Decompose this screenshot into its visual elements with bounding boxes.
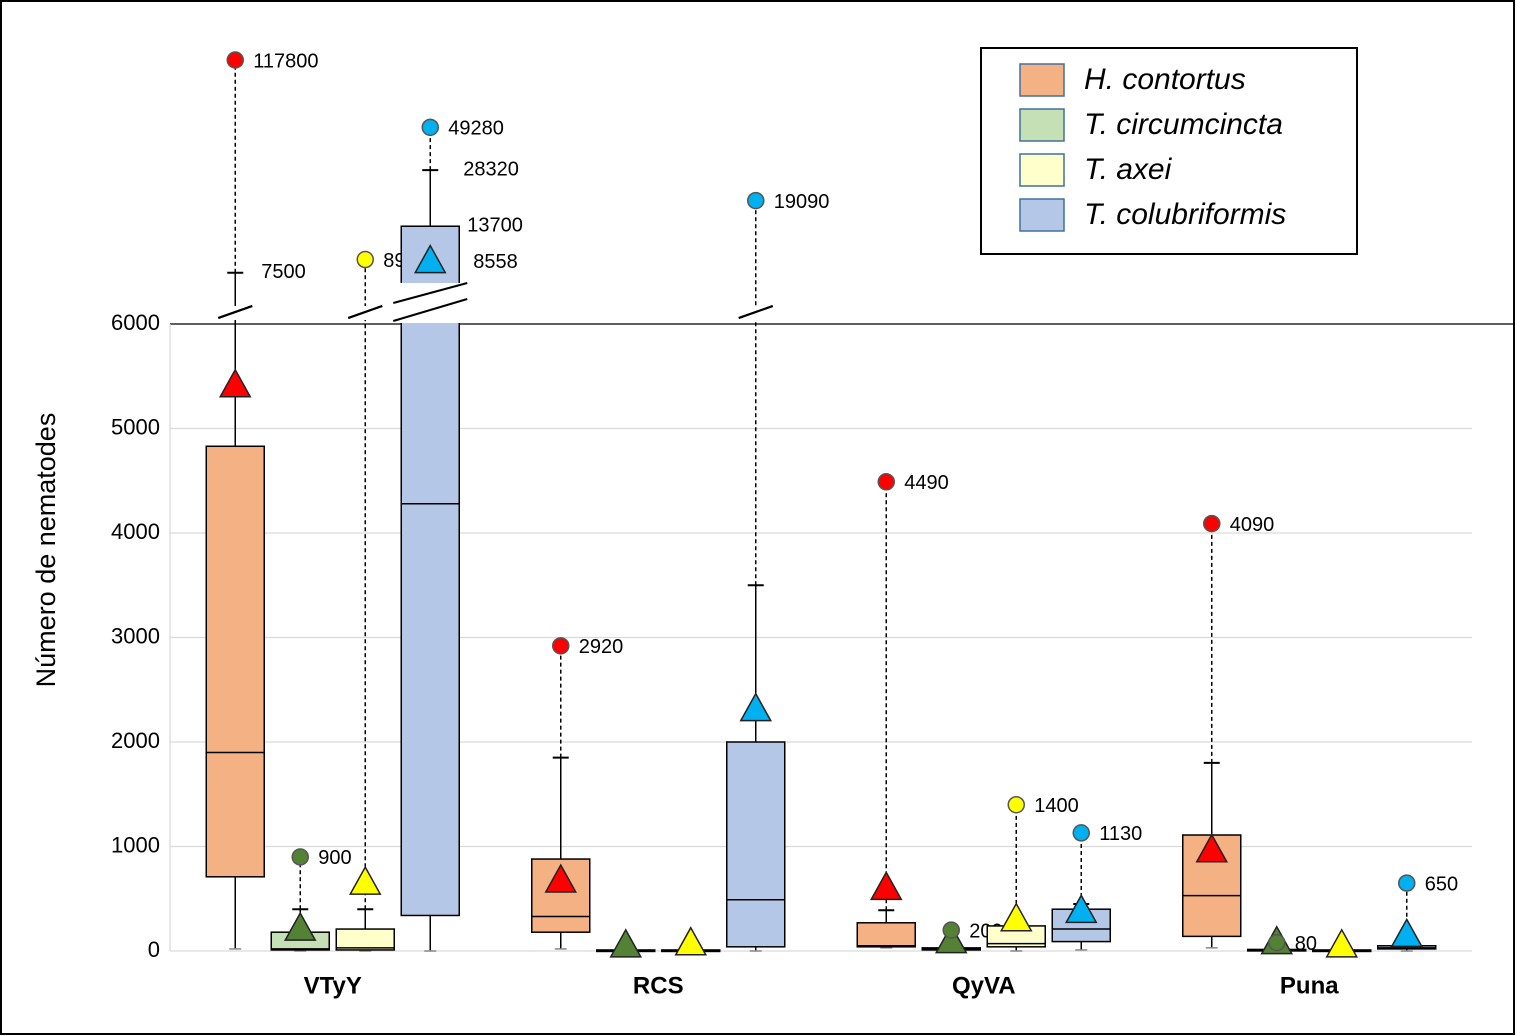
axis-break-mark (738, 305, 774, 319)
max-marker (1072, 824, 1090, 842)
x-tick-label: RCS (633, 972, 684, 999)
mean-marker (218, 368, 252, 398)
mean-marker (869, 870, 903, 901)
max-marker (1203, 514, 1221, 533)
mean-marker (348, 865, 382, 895)
legend-swatch (1019, 108, 1065, 142)
data-label: 1130 (1099, 823, 1142, 845)
mean-marker (999, 902, 1033, 932)
data-label: 28320 (463, 158, 519, 180)
max-marker (356, 250, 374, 269)
legend-label: H. contortus (1084, 63, 1246, 96)
mean-marker (283, 911, 317, 941)
max-marker (421, 118, 439, 137)
data-label: 80 (1295, 933, 1317, 955)
axis-break-mark (392, 282, 468, 304)
data-label: 1400 (1034, 795, 1079, 817)
y-axis-title: Número de nematodes (31, 413, 61, 688)
legend-swatch (1019, 153, 1065, 187)
box (205, 445, 265, 878)
axis-break-mark (217, 305, 253, 319)
data-label: 4090 (1230, 514, 1275, 536)
data-label: 4490 (904, 472, 949, 494)
y-tick-label: 4000 (111, 519, 160, 544)
y-tick-label: 3000 (111, 623, 160, 648)
mean-marker (1195, 833, 1229, 863)
max-marker (1007, 795, 1025, 814)
x-tick-label: Puna (1280, 972, 1339, 999)
data-label: 650 (1425, 873, 1458, 895)
legend-swatch (1019, 63, 1065, 97)
mean-marker (609, 928, 643, 958)
mean-marker (1064, 893, 1098, 924)
data-label: 7500 (261, 261, 306, 283)
axis-break-mark (347, 305, 383, 319)
mean-marker (934, 924, 968, 954)
max-marker (942, 921, 960, 939)
data-label: 117800 (253, 50, 318, 72)
legend-label: T. circumcincta (1084, 108, 1283, 141)
box (856, 922, 916, 948)
data-label: 900 (318, 847, 351, 869)
mean-marker (1390, 917, 1424, 948)
y-tick-label: 1000 (111, 832, 160, 857)
mean-marker (739, 692, 773, 722)
max-marker (877, 473, 895, 491)
y-tick-label: 6000 (111, 310, 160, 335)
box (400, 225, 460, 917)
data-label: 2920 (579, 636, 624, 658)
data-label: 49280 (448, 118, 504, 140)
legend-label: T. axei (1084, 153, 1173, 186)
max-marker (552, 637, 570, 655)
legend-swatch (1019, 198, 1065, 232)
max-marker (226, 51, 244, 69)
y-tick-label: 2000 (111, 728, 160, 753)
max-marker (1268, 933, 1286, 952)
data-label: 13700 (467, 214, 523, 236)
x-tick-label: QyVA (952, 972, 1016, 999)
data-label: 19090 (774, 191, 830, 213)
x-tick-label: VTyY (304, 972, 362, 999)
data-label: 8558 (473, 251, 518, 273)
y-tick-label: 0 (148, 937, 160, 962)
legend-label: T. colubriformis (1084, 198, 1286, 231)
mean-marker (413, 244, 447, 274)
box (335, 928, 395, 951)
mean-marker (674, 926, 708, 956)
max-marker (1398, 874, 1416, 892)
axis-break-mark (392, 298, 468, 322)
y-tick-label: 5000 (111, 414, 160, 439)
max-marker (747, 191, 765, 210)
mean-marker (1325, 928, 1359, 958)
max-marker (291, 848, 309, 866)
box (726, 741, 786, 948)
mean-marker (544, 863, 578, 893)
